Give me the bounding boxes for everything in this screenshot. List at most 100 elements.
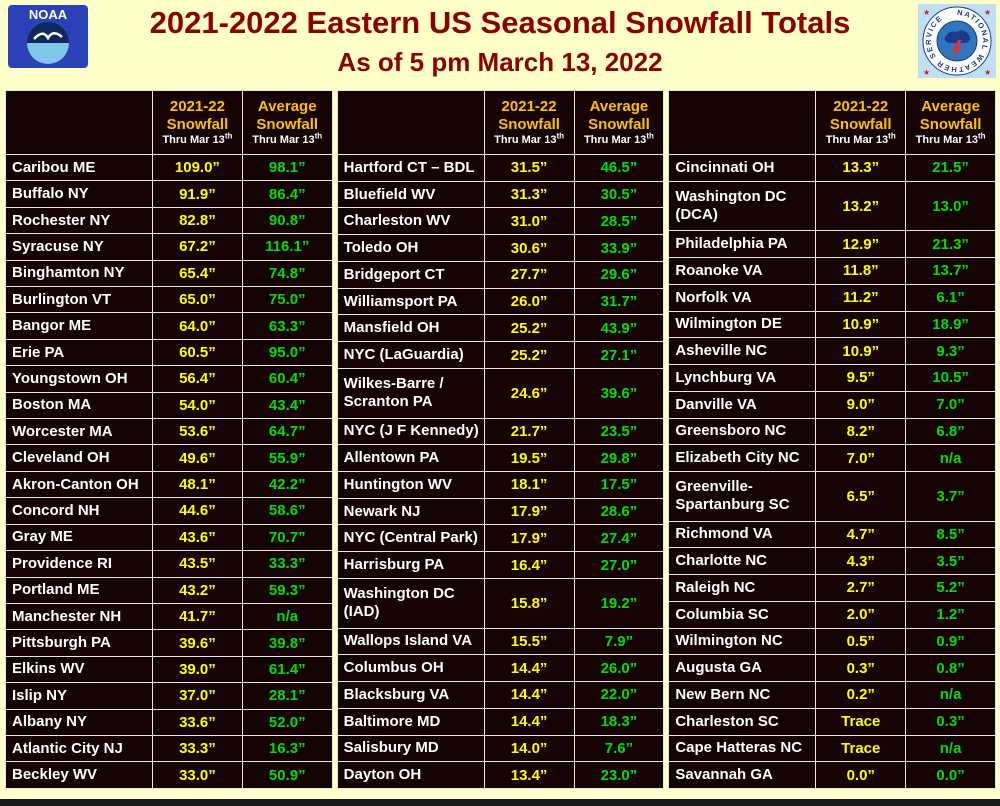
location-cell: Boston MA [5,391,153,420]
table-row: Akron-Canton OH 48.1” 42.2” [5,470,333,499]
table-row: Caribou ME 109.0” 98.1” [5,153,333,182]
location-cell: Buffalo NY [5,180,153,208]
average-value-cell: 86.4” [241,180,333,208]
snowfall-value-cell: 11.2” [815,283,907,312]
snowfall-value-cell: 48.1” [152,470,243,499]
average-value-cell: 29.8” [573,444,665,472]
snowfall-value-cell: 65.0” [152,286,243,314]
snowfall-value-cell: 0.3” [815,654,907,683]
average-value-cell: 0.9” [905,627,997,656]
snowfall-value-cell: 0.2” [815,681,907,709]
location-cell: Norfolk VA [668,283,817,312]
snowfall-column-header: 2021-22 Snowfall Thru Mar 13th [152,90,243,155]
lightning-icon [951,40,962,60]
location-cell: NYC (LaGuardia) [336,341,485,369]
location-cell: NYC (Central Park) [336,524,485,553]
average-value-cell: 0.0” [905,761,997,789]
thru-date-label: Thru Mar 13th [915,131,986,146]
table-row: Philadelphia PA 12.9” 21.3” [668,230,997,259]
location-cell: Washington DC (IAD) [336,577,485,629]
snowfall-value-cell: 91.9” [152,180,243,208]
thru-date-label: Thru Mar 13th [494,131,565,146]
location-cell: Danville VA [668,390,817,419]
average-value-cell: 43.4” [241,391,333,420]
average-value-cell: 39.6” [573,367,665,419]
location-cell: Albany NY [5,708,153,736]
location-cell: Newark NJ [336,497,485,526]
location-cell: Huntington WV [336,470,485,499]
table-row: Wallops Island VA 15.5” 7.9” [336,627,665,656]
average-value-cell: 1.2” [905,600,997,629]
table-row: Salisbury MD 14.0” 7.6” [336,734,665,763]
location-cell: Philadelphia PA [668,230,817,259]
location-cell: Portland ME [5,576,153,604]
average-value-cell: n/a [241,602,333,631]
location-cell: Hartford CT – BDL [336,154,485,182]
average-header-line1: Average [589,98,649,116]
table-row: Worcester MA 53.6” 64.7” [5,418,333,446]
snowfall-value-cell: 2.7” [815,574,907,602]
noaa-logo: NOAA [8,5,88,68]
average-value-cell: 0.3” [905,707,997,736]
table-row: Greensboro NC 8.2” 6.8” [668,417,997,446]
average-header-line2: Snowfall [919,115,982,133]
location-cell: Akron-Canton OH [5,470,153,499]
average-header-line1: Average [257,98,317,116]
snowfall-value-cell: 11.8” [815,257,907,285]
average-value-cell: 6.1” [905,283,997,312]
table-row: Williamsport PA 26.0” 31.7” [336,287,665,316]
location-cell: Islip NY [5,682,153,710]
average-value-cell: 7.9” [573,627,665,656]
location-cell: Atlantic City NJ [5,734,153,763]
table-row: Boston MA 54.0” 43.4” [5,391,333,420]
table-row: Cape Hatteras NC Trace n/a [668,734,997,763]
table-row: Wilkes-Barre / Scranton PA 24.6” 39.6” [336,367,665,419]
location-cell: Columbia SC [668,600,817,629]
table-row: Cincinnati OH 13.3” 21.5” [668,154,997,182]
snowfall-value-cell: 33.3” [152,734,243,763]
table-row: Greenville-Spartanburg SC 6.5” 3.7” [668,470,997,522]
table-row: Concord NH 44.6” 58.6” [5,497,333,525]
average-header-line2: Snowfall [256,115,319,133]
average-value-cell: 10.5” [905,364,997,392]
table-row: Huntington WV 18.1” 17.5” [336,470,665,499]
snowfall-value-cell: 17.9” [483,497,575,526]
table-row: Binghamton NY 65.4” 74.8” [5,259,333,288]
table-row: Columbia SC 2.0” 1.2” [668,600,997,629]
snowfall-value-cell: Trace [815,734,907,763]
snowfall-value-cell: 43.2” [152,576,243,604]
location-cell: Charleston WV [336,207,485,236]
snowfall-value-cell: 13.3” [815,154,907,182]
snowfall-value-cell: 43.5” [152,550,243,578]
location-cell: Erie PA [5,338,153,367]
snowfall-value-cell: 14.4” [483,654,575,683]
table-row: Burlington VT 65.0” 75.0” [5,286,333,314]
table-row: Charlotte NC 4.3” 3.5” [668,547,997,576]
snowfall-value-cell: 9.0” [815,390,907,419]
table-row: Gray ME 43.6” 70.7” [5,523,333,552]
snowfall-value-cell: 17.9” [483,524,575,553]
snowfall-value-cell: 8.2” [815,417,907,446]
snowfall-value-cell: 24.6” [483,367,575,419]
noaa-logo-graphic: NOAA [8,5,88,68]
location-cell: Charleston SC [668,707,817,736]
table-row: Buffalo NY 91.9” 86.4” [5,180,333,208]
location-cell: Cincinnati OH [668,154,817,182]
location-cell: Bridgeport CT [336,260,485,289]
average-value-cell: 5.2” [905,574,997,602]
location-cell: Elkins WV [5,655,153,684]
snowfall-value-cell: 9.5” [815,364,907,392]
snowfall-value-cell: 21.7” [483,417,575,446]
location-cell: Lynchburg VA [668,364,817,392]
average-value-cell: 28.1” [241,682,333,710]
snowfall-table-left: 2021-22 Snowfall Thru Mar 13th Average S… [5,90,333,789]
average-value-cell: 27.0” [573,551,665,579]
table-row: Elkins WV 39.0” 61.4” [5,655,333,684]
average-value-cell: 27.1” [573,341,665,369]
table-row: Portland ME 43.2” 59.3” [5,576,333,604]
table-row: Youngstown OH 56.4” 60.4” [5,365,333,393]
location-cell: Raleigh NC [668,574,817,602]
bottom-border-bar [0,799,1000,806]
snowfall-value-cell: 15.8” [483,577,575,629]
